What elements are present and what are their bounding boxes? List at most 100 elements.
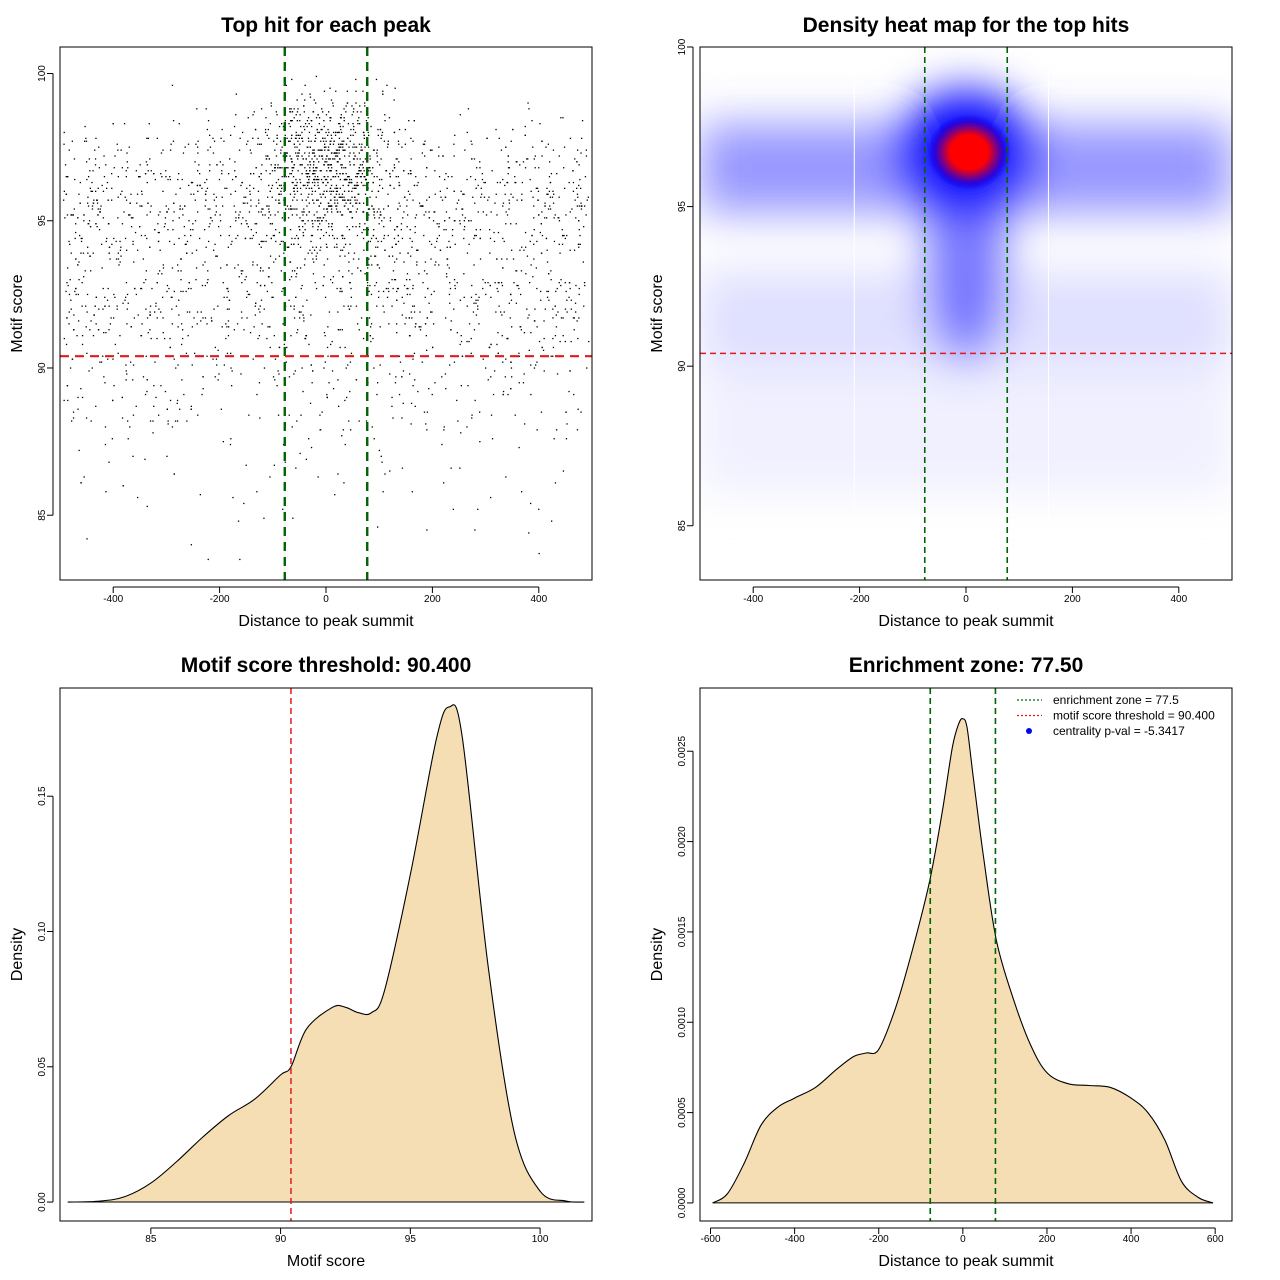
scatter-point [185, 243, 187, 245]
scatter-point [361, 173, 363, 175]
scatter-point [466, 131, 468, 134]
scatter-point [209, 208, 211, 210]
scatter-point [440, 196, 442, 198]
scatter-point [315, 258, 318, 260]
scatter-point [337, 143, 340, 145]
scatter-point [367, 284, 369, 287]
scatter-point [402, 402, 404, 404]
scatter-point [214, 214, 216, 216]
scatter-point [331, 282, 334, 284]
scatter-point [92, 202, 95, 204]
scatter-point [186, 240, 189, 243]
scatter-point [92, 252, 94, 254]
scatter-point [353, 125, 355, 128]
scatter-point [533, 258, 535, 260]
scatter-point [358, 173, 360, 175]
scatter-point [217, 305, 219, 307]
scatter-point [309, 96, 312, 98]
scatter-point [407, 287, 409, 290]
scatter-point [381, 220, 383, 222]
scatter-point [297, 108, 299, 110]
scatter-point [369, 284, 371, 287]
scatter-point [468, 243, 470, 245]
scatter-point [430, 258, 432, 260]
scatter-point [139, 226, 141, 228]
scatter-point [327, 164, 330, 166]
scatter-point [359, 164, 361, 166]
scatter-point [303, 320, 305, 322]
scatter-point [240, 273, 243, 275]
scatter-point [524, 167, 527, 169]
scatter-point [222, 164, 224, 166]
scatter-point [329, 170, 331, 172]
scatter-point [553, 240, 556, 243]
scatter-point [411, 491, 413, 493]
scatter-point [535, 364, 537, 366]
scatter-point [368, 290, 370, 293]
scatter-point [178, 123, 180, 125]
scatter-point [490, 376, 492, 378]
scatter-point [530, 393, 532, 396]
scatter-point [317, 178, 319, 181]
scatter-point [581, 137, 583, 139]
scatter-point [204, 229, 206, 231]
scatter-point [304, 229, 306, 231]
scatter-point [118, 264, 120, 266]
scatter-point [380, 158, 382, 160]
scatter-point [71, 420, 73, 422]
scatter-point [537, 199, 539, 201]
scatter-point [453, 143, 455, 145]
scatter-point [462, 208, 464, 210]
scatter-point [354, 199, 356, 201]
scatter-point [161, 273, 163, 275]
scatter-point [339, 146, 341, 148]
scatter-point [255, 302, 257, 304]
scatter-point [324, 143, 326, 145]
scatter-point [95, 223, 97, 225]
scatter-point [134, 287, 136, 290]
scatter-point [117, 176, 119, 178]
scatter-point [308, 187, 310, 189]
scatter-point [364, 193, 367, 195]
scatter-point [453, 308, 455, 310]
scatter-point [310, 364, 312, 366]
scatter-point [319, 414, 321, 416]
scatter-point [339, 125, 341, 128]
scatter-point [348, 181, 350, 184]
scatter-point [580, 187, 582, 189]
scatter-point [301, 199, 303, 201]
scatter-point [393, 279, 396, 281]
scatter-point [300, 311, 302, 313]
scatter-point [293, 167, 295, 169]
scatter-point [290, 205, 292, 207]
scatter-point [544, 217, 546, 219]
scatter-point [280, 240, 282, 243]
scatter-point [256, 264, 258, 266]
scatter-point [328, 111, 330, 113]
scatter-point [311, 190, 314, 192]
x-tick-label: -200 [869, 1234, 889, 1245]
scatter-point [336, 149, 338, 151]
scatter-point [81, 335, 84, 337]
scatter-point [323, 125, 325, 128]
scatter-point [573, 393, 575, 396]
scatter-point [265, 240, 267, 243]
scatter-point [201, 284, 204, 287]
scatter-point [330, 99, 333, 101]
scatter-point [179, 408, 181, 410]
scatter-point [418, 326, 420, 328]
scatter-point [172, 220, 174, 222]
scatter-point [171, 323, 173, 325]
scatter-point [395, 158, 397, 160]
scatter-point [336, 173, 338, 175]
scatter-point [415, 323, 417, 325]
scatter-point [323, 332, 326, 334]
scatter-point [355, 187, 357, 189]
scatter-point [218, 373, 220, 375]
scatter-point [587, 196, 589, 198]
scatter-point [107, 358, 109, 360]
scatter-point [296, 120, 298, 122]
scatter-point [286, 205, 289, 207]
scatter-point [342, 199, 344, 201]
scatter-point [523, 373, 525, 375]
